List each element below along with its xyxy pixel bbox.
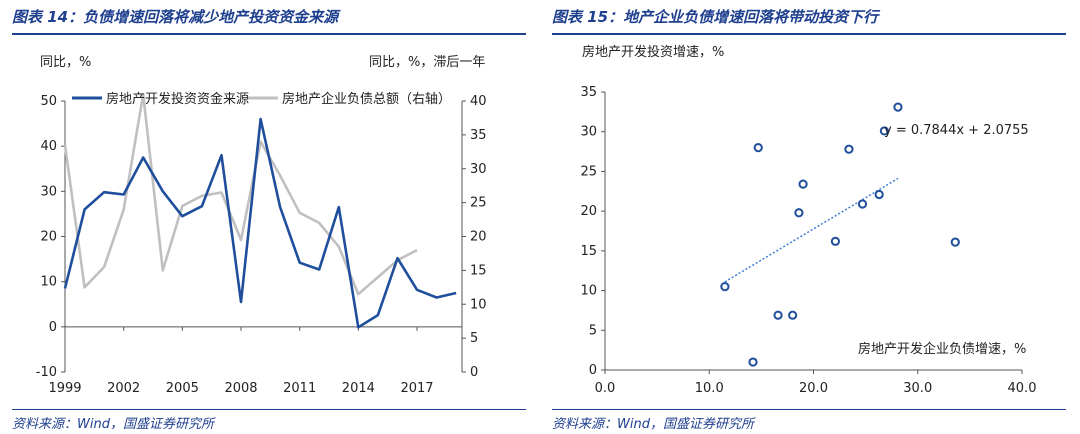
scatter-point xyxy=(720,282,730,292)
scatter-point xyxy=(844,144,854,154)
y-tick-label: 10 xyxy=(580,284,597,299)
legend-investment-funding-label: 房地产开发投资资金来源 xyxy=(106,91,249,107)
scatter-chart: 0 5 10 15 20 25 30 35 0.0 10.0 20.0 30.0 40.0 房地产开发投… xyxy=(580,44,1037,396)
scatter-point xyxy=(830,236,840,246)
left-title-rule xyxy=(12,33,526,35)
left-y-tick-label: 20 xyxy=(40,230,57,245)
right-y-tick-label: 30 xyxy=(470,162,487,177)
trendline-equation-label: y = 0.7844x + 2.0755 xyxy=(884,123,1029,138)
right-y-tick-label: 5 xyxy=(470,331,478,346)
right-y-axis-label: 同比，%，滞后一年 xyxy=(369,55,485,70)
scatter-point xyxy=(893,102,903,112)
right-figure-title: 图表 15：地产企业负债增速回落将带动投资下行 xyxy=(552,8,879,26)
scatter-point xyxy=(879,126,889,136)
right-y-tick-label: 0 xyxy=(470,365,478,380)
left-y-tick-label: 30 xyxy=(40,184,57,199)
x-tick-label: 2008 xyxy=(224,381,257,396)
scatter-point xyxy=(874,189,884,200)
left-source-note: 资料来源：Wind，国盛证券研究所 xyxy=(12,417,214,432)
left-figure-panel: 图表 14：负债增速回落将减少地产投资资金来源 -10 0 10 20 30 40 50 0 5… xyxy=(12,8,526,432)
scatter-point xyxy=(798,179,808,189)
y-tick-label: 20 xyxy=(580,204,597,219)
right-y-tick-label: 25 xyxy=(470,196,487,211)
x-tick-label: 20.0 xyxy=(799,381,828,396)
x-axis-label: 房地产开发企业负债增速，% xyxy=(858,341,1026,357)
right-y-tick-label: 10 xyxy=(470,297,487,312)
trendline xyxy=(724,177,899,283)
right-y-tick-label: 40 xyxy=(470,94,487,109)
x-tick-label: 1999 xyxy=(48,381,81,396)
y-tick-label: 5 xyxy=(589,323,597,338)
y-tick-label: 30 xyxy=(580,125,597,140)
scatter-point xyxy=(788,310,798,320)
left-y-tick-label: 50 xyxy=(40,94,57,109)
x-tick-label: 10.0 xyxy=(695,381,724,396)
x-tick-label: 2017 xyxy=(400,381,433,396)
right-y-tick-label: 20 xyxy=(470,230,487,245)
right-footer-rule xyxy=(552,409,1066,410)
x-tick-label: 40.0 xyxy=(1008,381,1037,396)
scatter-point xyxy=(753,143,763,153)
legend-liabilities-label: 房地产企业负债总额（右轴） xyxy=(282,91,451,107)
scatter-point xyxy=(748,357,758,367)
investment-funding-series-line xyxy=(63,117,457,329)
x-tick-label: 0.0 xyxy=(595,381,616,396)
dual-axis-line-chart: -10 0 10 20 30 40 50 0 5 10 15 20 25 30 35 40 1999 2002 20… xyxy=(36,55,487,396)
left-y-tick-label: 0 xyxy=(49,320,57,335)
y-tick-label: 15 xyxy=(580,244,597,259)
x-tick-label: 2005 xyxy=(166,381,199,396)
liabilities-series-line xyxy=(63,92,418,296)
x-tick-label: 2011 xyxy=(283,381,316,396)
left-y-tick-label: 40 xyxy=(40,139,57,154)
x-tick-label: 30.0 xyxy=(903,381,932,396)
y-tick-label: 35 xyxy=(580,85,597,100)
left-y-tick-label: 10 xyxy=(40,275,57,290)
y-tick-label: 25 xyxy=(580,164,597,179)
scatter-point xyxy=(857,199,868,209)
x-tick-label: 2002 xyxy=(107,381,140,396)
y-axis-label: 房地产开发投资增速，% xyxy=(582,44,724,60)
x-tick-label: 2014 xyxy=(342,381,375,396)
left-y-axis-label: 同比，% xyxy=(40,55,91,70)
right-source-note: 资料来源：Wind，国盛证券研究所 xyxy=(552,417,754,432)
right-y-tick-label: 15 xyxy=(470,263,487,278)
left-figure-title: 图表 14：负债增速回落将减少地产投资资金来源 xyxy=(12,8,339,26)
y-tick-label: 0 xyxy=(589,363,597,378)
scatter-point xyxy=(773,310,783,320)
right-title-rule xyxy=(552,33,1066,35)
scatter-point xyxy=(950,237,960,247)
left-footer-rule xyxy=(12,409,526,410)
left-y-tick-label: -10 xyxy=(36,365,57,380)
scatter-point xyxy=(794,208,804,218)
right-figure-panel: 图表 15：地产企业负债增速回落将带动投资下行 0 5 10 15 20 25 30 35 0.… xyxy=(540,0,1080,434)
right-y-tick-label: 35 xyxy=(470,128,487,143)
